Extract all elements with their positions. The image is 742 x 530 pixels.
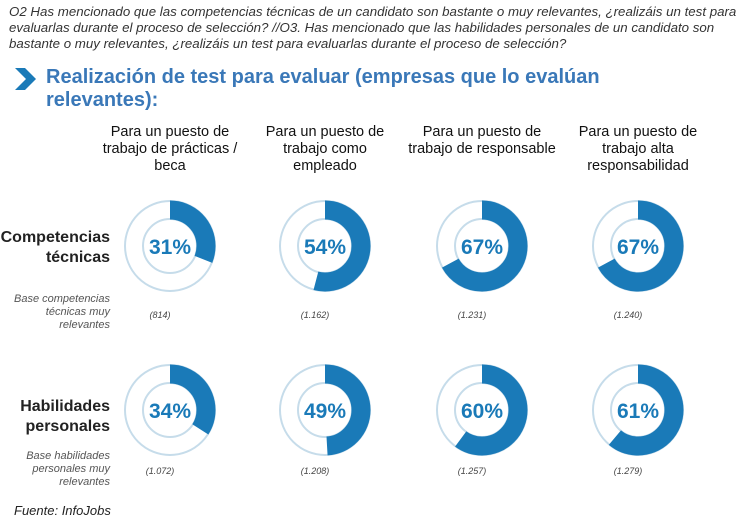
- donut-slice: [436, 200, 528, 292]
- donut-slice: [124, 200, 216, 292]
- donut-chart: 34%: [124, 364, 216, 456]
- donut-value-label: 31%: [149, 236, 191, 259]
- base-count: (1.208): [300, 466, 330, 476]
- donut-chart: 60%: [436, 364, 528, 456]
- donut-slice: [592, 200, 684, 292]
- donut-chart: 61%: [592, 364, 684, 456]
- donut-chart: 54%: [279, 200, 371, 292]
- source: Fuente: InfoJobs: [14, 503, 111, 518]
- column-header: Para un puesto de trabajo como empleado: [265, 124, 385, 174]
- base-count: (1.231): [457, 310, 487, 320]
- chevron-right-icon: [15, 68, 36, 90]
- chart-title: Realización de test para evaluar (empres…: [46, 66, 600, 111]
- base-count: (814): [149, 310, 171, 320]
- column-header: Para un puesto de trabajo alta responsab…: [578, 124, 698, 174]
- base-count: (1.257): [457, 466, 487, 476]
- donut-chart: 67%: [592, 200, 684, 292]
- donut-chart: 49%: [279, 364, 371, 456]
- question-text: O2 Has mencionado que las competencias t…: [9, 4, 737, 51]
- base-label: Base competencias técnicas muy relevante…: [14, 293, 110, 331]
- donut-value-label: 61%: [617, 400, 659, 423]
- base-label: Base habilidades personales muy relevant…: [26, 450, 110, 488]
- base-count: (1.279): [613, 466, 643, 476]
- column-header: Para un puesto de trabajo de responsable: [408, 124, 556, 157]
- donut-value-label: 34%: [149, 400, 191, 423]
- base-count: (1.072): [145, 466, 175, 476]
- donut-value-label: 54%: [304, 236, 346, 259]
- donut-value-label: 67%: [617, 236, 659, 259]
- donut-chart: 67%: [436, 200, 528, 292]
- donut-slice: [436, 364, 528, 456]
- column-header: Para un puesto de trabajo de prácticas /…: [102, 124, 238, 174]
- donut-value-label: 60%: [461, 400, 503, 423]
- base-count: (1.240): [613, 310, 643, 320]
- row-label: Competencias técnicas: [0, 229, 110, 266]
- donut-value-label: 67%: [461, 236, 503, 259]
- donut-slice: [124, 364, 216, 456]
- donut-slice: [592, 364, 684, 456]
- donut-slice: [279, 364, 371, 456]
- base-count: (1.162): [300, 310, 330, 320]
- row-label: Habilidades personales: [20, 398, 110, 435]
- donut-slice: [279, 200, 371, 292]
- donut-value-label: 49%: [304, 400, 346, 423]
- donut-chart: 31%: [124, 200, 216, 292]
